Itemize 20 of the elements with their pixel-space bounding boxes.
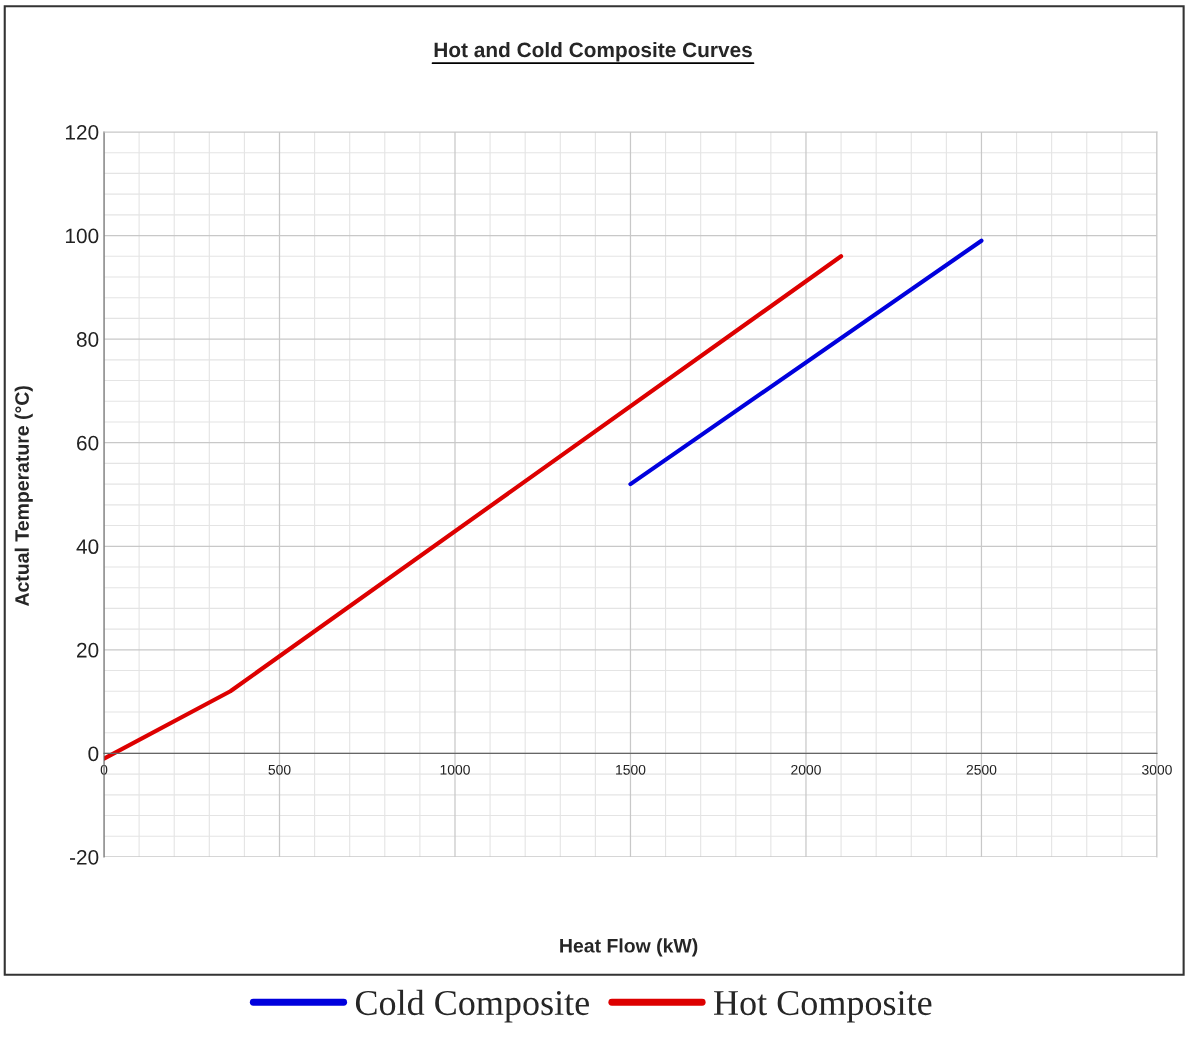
x-tick-label: 500 (268, 764, 291, 775)
y-tick-label: 0 (88, 746, 99, 762)
x-tick-label: 3000 (1142, 764, 1172, 775)
y-tick-label: 80 (76, 332, 99, 347)
legend-label: Cold Composite (355, 989, 589, 1023)
y-tick-label: 20 (77, 642, 99, 658)
chart-title: Hot and Cold Composite Curves (434, 41, 752, 62)
y-tick-label: 100 (65, 228, 99, 244)
y-tick-label: 60 (77, 435, 99, 451)
y-axis-title: Actual Temperature (°C) (14, 386, 33, 607)
x-axis-title: Heat Flow (kW) (560, 938, 698, 957)
x-tick-label: 1500 (616, 764, 646, 775)
x-tick-label: 1000 (440, 764, 470, 775)
x-tick-label: 2000 (791, 764, 821, 775)
y-tick-label: 120 (65, 124, 99, 140)
y-tick-label: 40 (76, 539, 99, 555)
x-tick-label: 0 (100, 764, 108, 775)
x-tick-label: 2500 (966, 764, 997, 775)
y-tick-label: -20 (69, 849, 99, 865)
legend-label: Hot Composite (714, 990, 932, 1023)
